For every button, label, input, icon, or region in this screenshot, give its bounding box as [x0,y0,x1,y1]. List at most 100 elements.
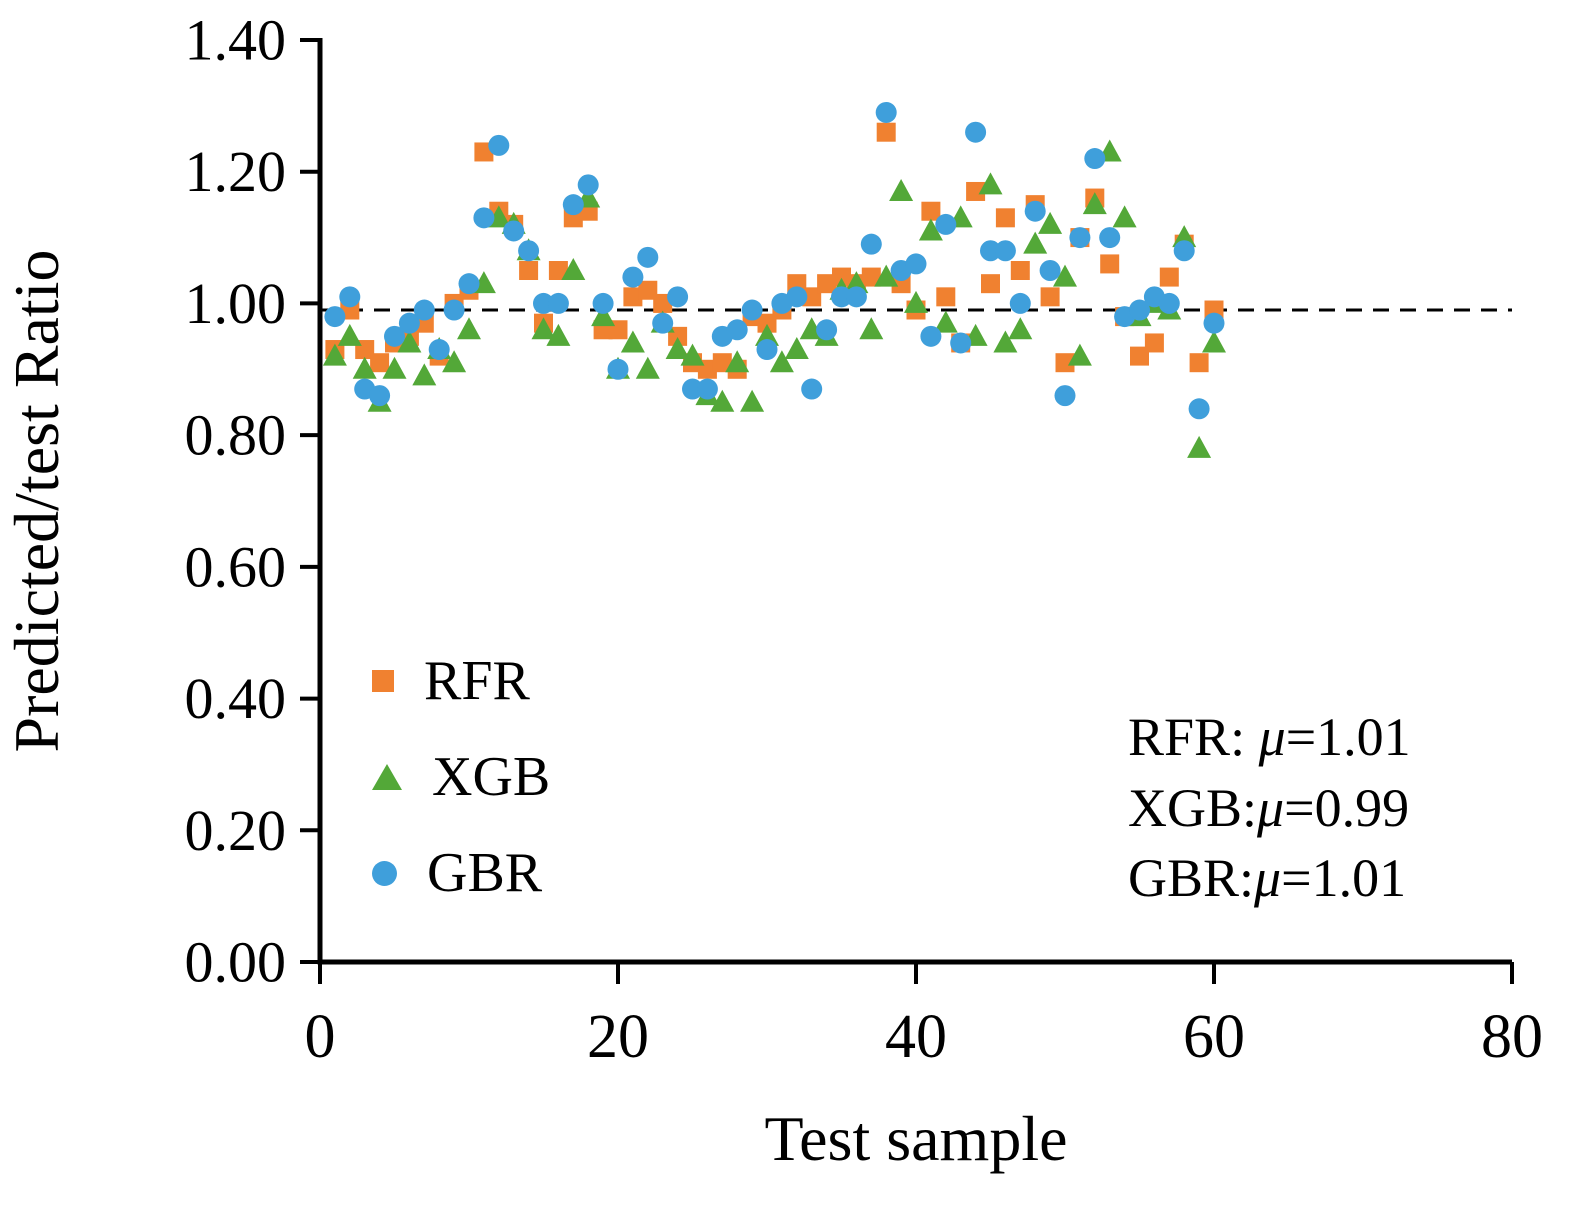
x-tick-label: 40 [885,1003,947,1071]
data-point [1039,260,1061,281]
data-point [845,286,867,308]
data-point [966,181,986,201]
data-point [1100,254,1120,274]
mu-symbol: μ [1257,777,1285,838]
data-point [755,323,779,346]
data-point [382,356,407,379]
data-point [592,292,614,314]
legend-item-xgb: XGB [372,744,550,810]
data-point [533,292,554,314]
data-point [860,233,882,255]
data-point [635,356,660,379]
annotation-line-gbr: GBR:μ=1.01 [1128,843,1411,914]
data-point [875,101,897,123]
data-point [457,317,481,340]
data-point [547,292,569,314]
x-tick-label: 0 [305,1003,336,1071]
data-point [995,208,1015,228]
mu-symbol: μ [1254,848,1282,909]
mu-symbol: μ [1258,707,1286,767]
annotation-value: =1.01 [1285,707,1411,767]
annotation-prefix: GBR: [1128,848,1255,909]
data-point [1038,211,1063,234]
data-point [1010,261,1030,280]
data-point [1040,287,1060,307]
y-tick-label: 1.00 [185,271,287,336]
x-tick-label: 60 [1183,1003,1245,1071]
data-point [398,312,420,334]
data-point [816,319,838,341]
data-point [370,353,390,373]
data-point [620,330,645,353]
data-point [637,246,659,268]
data-point [933,310,958,333]
annotation-line-rfr: RFR: μ=1.01 [1128,702,1411,773]
data-point [623,287,643,307]
data-point [473,207,495,229]
data-point [1084,148,1106,170]
data-point [369,385,391,407]
data-point [950,332,972,354]
data-point [1159,267,1179,287]
data-point [981,274,1000,294]
data-point [696,378,718,400]
data-point [741,299,763,321]
legend-label-rfr: RFR [424,650,530,712]
annotation-value: =1.01 [1281,848,1407,909]
data-point [965,121,987,143]
data-point [859,317,884,340]
data-point [518,240,540,262]
data-point [652,312,674,334]
y-tick-label: 0.20 [185,798,287,863]
y-axis-label: Predicted/test Ratio [1,250,72,753]
data-point [1173,240,1195,262]
y-tick-label: 0.60 [185,534,287,599]
data-point [802,287,822,307]
data-point [561,258,586,280]
data-point [832,267,851,287]
data-point [712,353,732,373]
data-point [831,286,852,308]
data-point [817,274,837,294]
data-point [488,134,510,156]
data-point [622,266,644,288]
data-point [876,122,896,142]
data-point [1187,435,1212,458]
data-point [1099,227,1121,249]
data-point [725,350,750,373]
data-point [921,201,941,221]
data-point [591,304,616,327]
data-point [680,343,705,366]
annotation-value: =0.99 [1284,777,1410,838]
data-point [1129,299,1150,321]
data-point [428,339,450,361]
data-point [980,240,1001,262]
data-point [322,343,347,366]
legend-label-xgb: XGB [432,746,551,808]
data-point [740,389,765,412]
annotation-prefix: RFR: [1128,707,1259,767]
legend: RFR XGB GBR [372,648,550,906]
legend-item-rfr: RFR [372,648,550,714]
data-point [935,213,957,235]
data-point [531,317,556,340]
data-point [384,325,405,347]
data-point [861,267,881,287]
data-point [1130,346,1149,366]
data-point [1172,225,1197,248]
data-point [1203,312,1225,334]
triangle-marker-icon [372,764,402,790]
square-marker-icon [372,670,394,692]
data-point [844,271,869,294]
data-point [665,337,690,360]
data-point [1008,317,1033,340]
data-point [1024,200,1046,222]
data-point [1082,192,1107,215]
data-point [1158,292,1180,314]
data-point [337,323,362,346]
data-point [710,389,735,412]
data-point [1009,292,1031,314]
legend-item-gbr: GBR [372,840,550,906]
